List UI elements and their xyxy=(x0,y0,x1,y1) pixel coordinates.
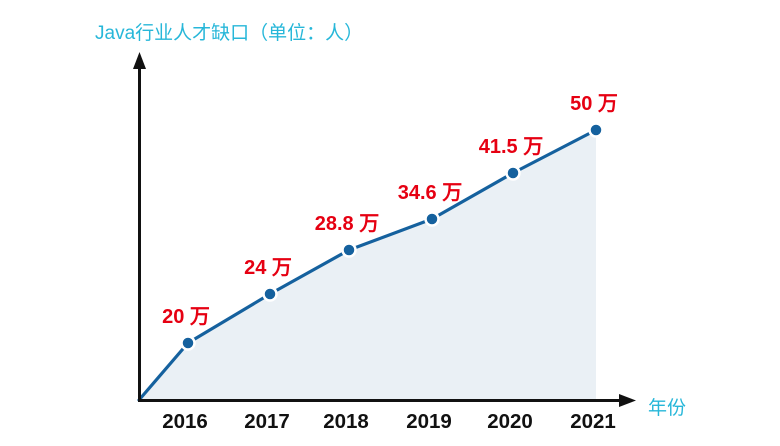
value-label: 24 万 xyxy=(244,257,292,279)
x-tick-label: 2018 xyxy=(323,410,369,433)
chart-title: Java行业人才缺口（单位：人） xyxy=(95,22,363,44)
x-axis-title: 年份 xyxy=(648,397,686,419)
data-point xyxy=(588,122,604,138)
data-points-layer xyxy=(180,122,604,351)
x-tick-label: 2020 xyxy=(487,410,533,433)
x-axis-arrow-icon xyxy=(619,394,636,407)
x-tick-label: 2019 xyxy=(406,410,452,433)
data-point xyxy=(341,242,357,258)
x-tick-label: 2017 xyxy=(244,410,290,433)
value-label: 20 万 xyxy=(162,306,210,328)
value-label: 34.6 万 xyxy=(398,182,462,204)
data-point xyxy=(262,286,278,302)
tick-labels-layer: 2016 2017 2018 2019 2020 2021 xyxy=(162,410,616,433)
value-label: 41.5 万 xyxy=(479,136,543,158)
data-point xyxy=(424,211,440,227)
value-label: 50 万 xyxy=(570,93,618,115)
value-label: 28.8 万 xyxy=(315,213,379,235)
data-point xyxy=(180,335,196,351)
y-axis-arrow-icon xyxy=(133,52,146,69)
axes-layer xyxy=(133,52,636,407)
value-labels-layer: 20 万 24 万 28.8 万 34.6 万 41.5 万 50 万 xyxy=(162,93,618,328)
data-point xyxy=(505,165,521,181)
x-tick-label: 2021 xyxy=(570,410,616,433)
area-fill-layer xyxy=(139,130,596,400)
area-fill xyxy=(139,130,596,400)
x-tick-label: 2016 xyxy=(162,410,208,433)
